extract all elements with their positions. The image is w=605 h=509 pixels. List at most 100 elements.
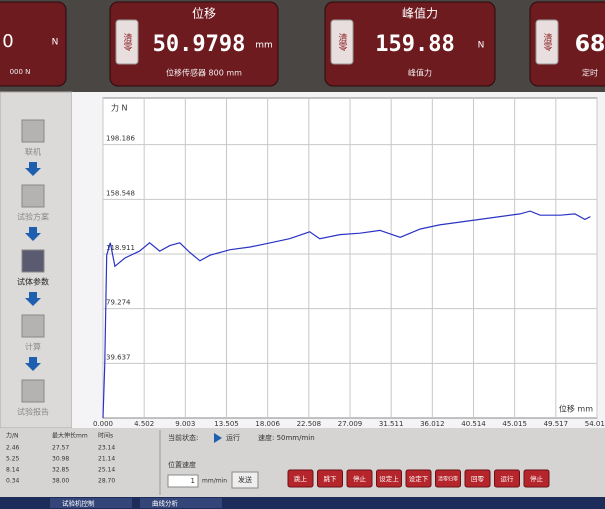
readout-value: 159.88 [375, 32, 454, 57]
readout-unit: mm [255, 41, 273, 51]
force-curve [102, 210, 591, 419]
y-tick-label: 198.186 [106, 135, 135, 143]
readout-unit: N [478, 41, 485, 51]
send-button[interactable] [231, 471, 259, 489]
control-button-label: 回零 [471, 475, 485, 483]
table-header: 最大伸长mm [52, 432, 88, 440]
control-button-label: 停止 [353, 474, 367, 483]
taskbar-label: 曲线分析 [152, 499, 179, 508]
status-label: 当前状态: [168, 433, 198, 442]
x-tick-label: 45.015 [502, 420, 527, 428]
readout-panel [324, 1, 496, 87]
step-icon[interactable] [21, 314, 45, 338]
control-button[interactable] [346, 469, 373, 488]
control-button[interactable] [376, 469, 402, 488]
readout-panel [0, 1, 67, 87]
readout-panel [109, 1, 279, 87]
step-label: 试体参数 [17, 277, 49, 287]
readout-title: 位移 [192, 6, 216, 21]
x-tick-label: 9.003 [175, 420, 195, 428]
step-arrow [25, 162, 41, 176]
zero-button-label: 清零 [122, 32, 133, 52]
readout-caption: 定时 [582, 68, 598, 78]
step-arrow [25, 357, 41, 371]
readout-value: 50.9798 [153, 32, 246, 57]
control-button[interactable] [494, 469, 520, 488]
status-icon [214, 433, 222, 443]
control-button-label: 设定上 [379, 474, 399, 483]
zero-button[interactable] [115, 19, 139, 65]
step-label: 联机 [25, 147, 41, 157]
control-button-label: 设定下 [409, 474, 429, 483]
control-button[interactable] [287, 469, 314, 488]
step-arrow [25, 292, 41, 306]
status-speed: 速度: 50mm/min [258, 433, 315, 442]
x-tick-label: 54.018 [585, 420, 605, 428]
x-tick-label: 0.000 [93, 420, 113, 428]
x-tick-label: 22.508 [297, 420, 322, 428]
x-tick-label: 4.502 [134, 420, 154, 428]
y-tick-label: 158.548 [106, 189, 135, 197]
x-tick-label: 36.012 [420, 420, 445, 428]
send-label: 发送 [238, 475, 252, 484]
control-button[interactable] [405, 469, 432, 488]
step-label: 试验方案 [17, 212, 49, 222]
zero-button[interactable] [330, 19, 354, 65]
taskbar-item[interactable] [140, 498, 222, 508]
table-header: 力/N [6, 432, 19, 440]
control-button[interactable] [464, 469, 491, 488]
table-cell: 30.98 [52, 456, 69, 463]
speed-value: 1 [191, 477, 195, 485]
zero-button-label: 清零 [542, 32, 553, 52]
x-tick-label: 40.514 [461, 420, 486, 428]
header-bar [0, 0, 605, 92]
control-button-label: 跳上 [294, 474, 308, 483]
table-cell: 8.14 [6, 467, 20, 474]
status-state: 运行 [226, 433, 240, 442]
table-cell: 28.70 [98, 478, 115, 485]
control-button-label: 跳下 [324, 474, 338, 483]
x-tick-label: 27.009 [338, 420, 363, 428]
readout-caption: 位移传感器 800 mm [166, 68, 242, 78]
x-axis-label: 位移 mm [559, 404, 593, 414]
step-icon[interactable] [21, 379, 45, 403]
table-cell: 32.85 [52, 467, 69, 474]
table-cell: 2.46 [6, 445, 20, 452]
table-header: 时间s [98, 432, 113, 440]
table-cell: 25.14 [98, 467, 115, 474]
control-button[interactable] [523, 469, 550, 488]
x-tick-label: 18.006 [255, 420, 280, 428]
step-label: 计算 [25, 342, 41, 352]
step-icon[interactable] [21, 184, 45, 208]
readout-value: 0 [2, 31, 13, 52]
control-button-label: 运行 [501, 474, 515, 483]
y-tick-label: 39.637 [106, 353, 131, 361]
control-button-label: 清零归零 [438, 476, 458, 483]
speed-unit: mm/min [202, 478, 227, 485]
control-button-label: 停止 [530, 474, 544, 483]
readout-unit: N [52, 38, 59, 48]
readout-caption: 峰值力 [408, 68, 432, 78]
table-cell: 0.34 [6, 478, 20, 485]
x-tick-label: 13.505 [214, 420, 239, 428]
step-icon[interactable] [21, 249, 45, 273]
speed-input[interactable] [167, 474, 199, 488]
readout-caption: 000 N [10, 68, 31, 76]
taskbar-item[interactable] [50, 498, 132, 508]
y-tick-label: 79.274 [106, 299, 131, 307]
table-cell: 23.14 [98, 445, 115, 452]
control-button[interactable] [435, 469, 461, 488]
control-button[interactable] [317, 469, 343, 488]
y-axis-label: 力 N [111, 103, 128, 113]
zero-button[interactable] [535, 19, 559, 65]
y-tick-label: 118.911 [106, 244, 135, 252]
zero-button-label: 清零 [337, 32, 348, 52]
step-label: 试验报告 [17, 407, 49, 417]
x-tick-label: 31.511 [379, 420, 404, 428]
x-tick-label: 49.517 [544, 420, 569, 428]
readout-title: 峰值力 [402, 6, 438, 21]
step-icon[interactable] [21, 119, 45, 143]
speed-label: 位置速度 [168, 460, 196, 469]
table-cell: 5.25 [6, 456, 20, 463]
